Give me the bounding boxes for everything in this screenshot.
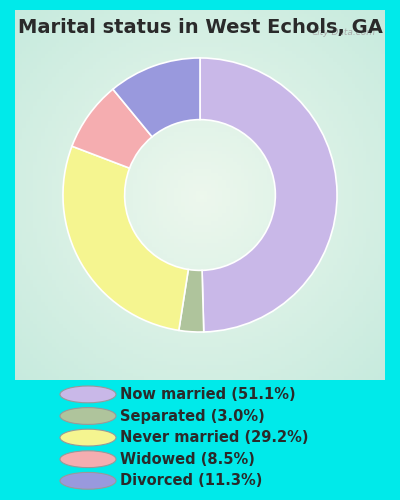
- Circle shape: [60, 408, 116, 424]
- Text: Marital status in West Echols, GA: Marital status in West Echols, GA: [18, 18, 382, 36]
- Circle shape: [60, 429, 116, 446]
- Text: Never married (29.2%): Never married (29.2%): [120, 430, 308, 445]
- Circle shape: [60, 451, 116, 468]
- Wedge shape: [113, 58, 200, 137]
- Wedge shape: [72, 89, 152, 168]
- Wedge shape: [179, 270, 204, 332]
- Text: Now married (51.1%): Now married (51.1%): [120, 387, 296, 402]
- Circle shape: [60, 386, 116, 403]
- Wedge shape: [200, 58, 337, 332]
- Wedge shape: [63, 146, 188, 330]
- Text: Divorced (11.3%): Divorced (11.3%): [120, 474, 262, 488]
- Circle shape: [60, 472, 116, 489]
- Text: Widowed (8.5%): Widowed (8.5%): [120, 452, 255, 466]
- Text: Separated (3.0%): Separated (3.0%): [120, 408, 265, 424]
- Text: City-Data.com: City-Data.com: [312, 28, 376, 37]
